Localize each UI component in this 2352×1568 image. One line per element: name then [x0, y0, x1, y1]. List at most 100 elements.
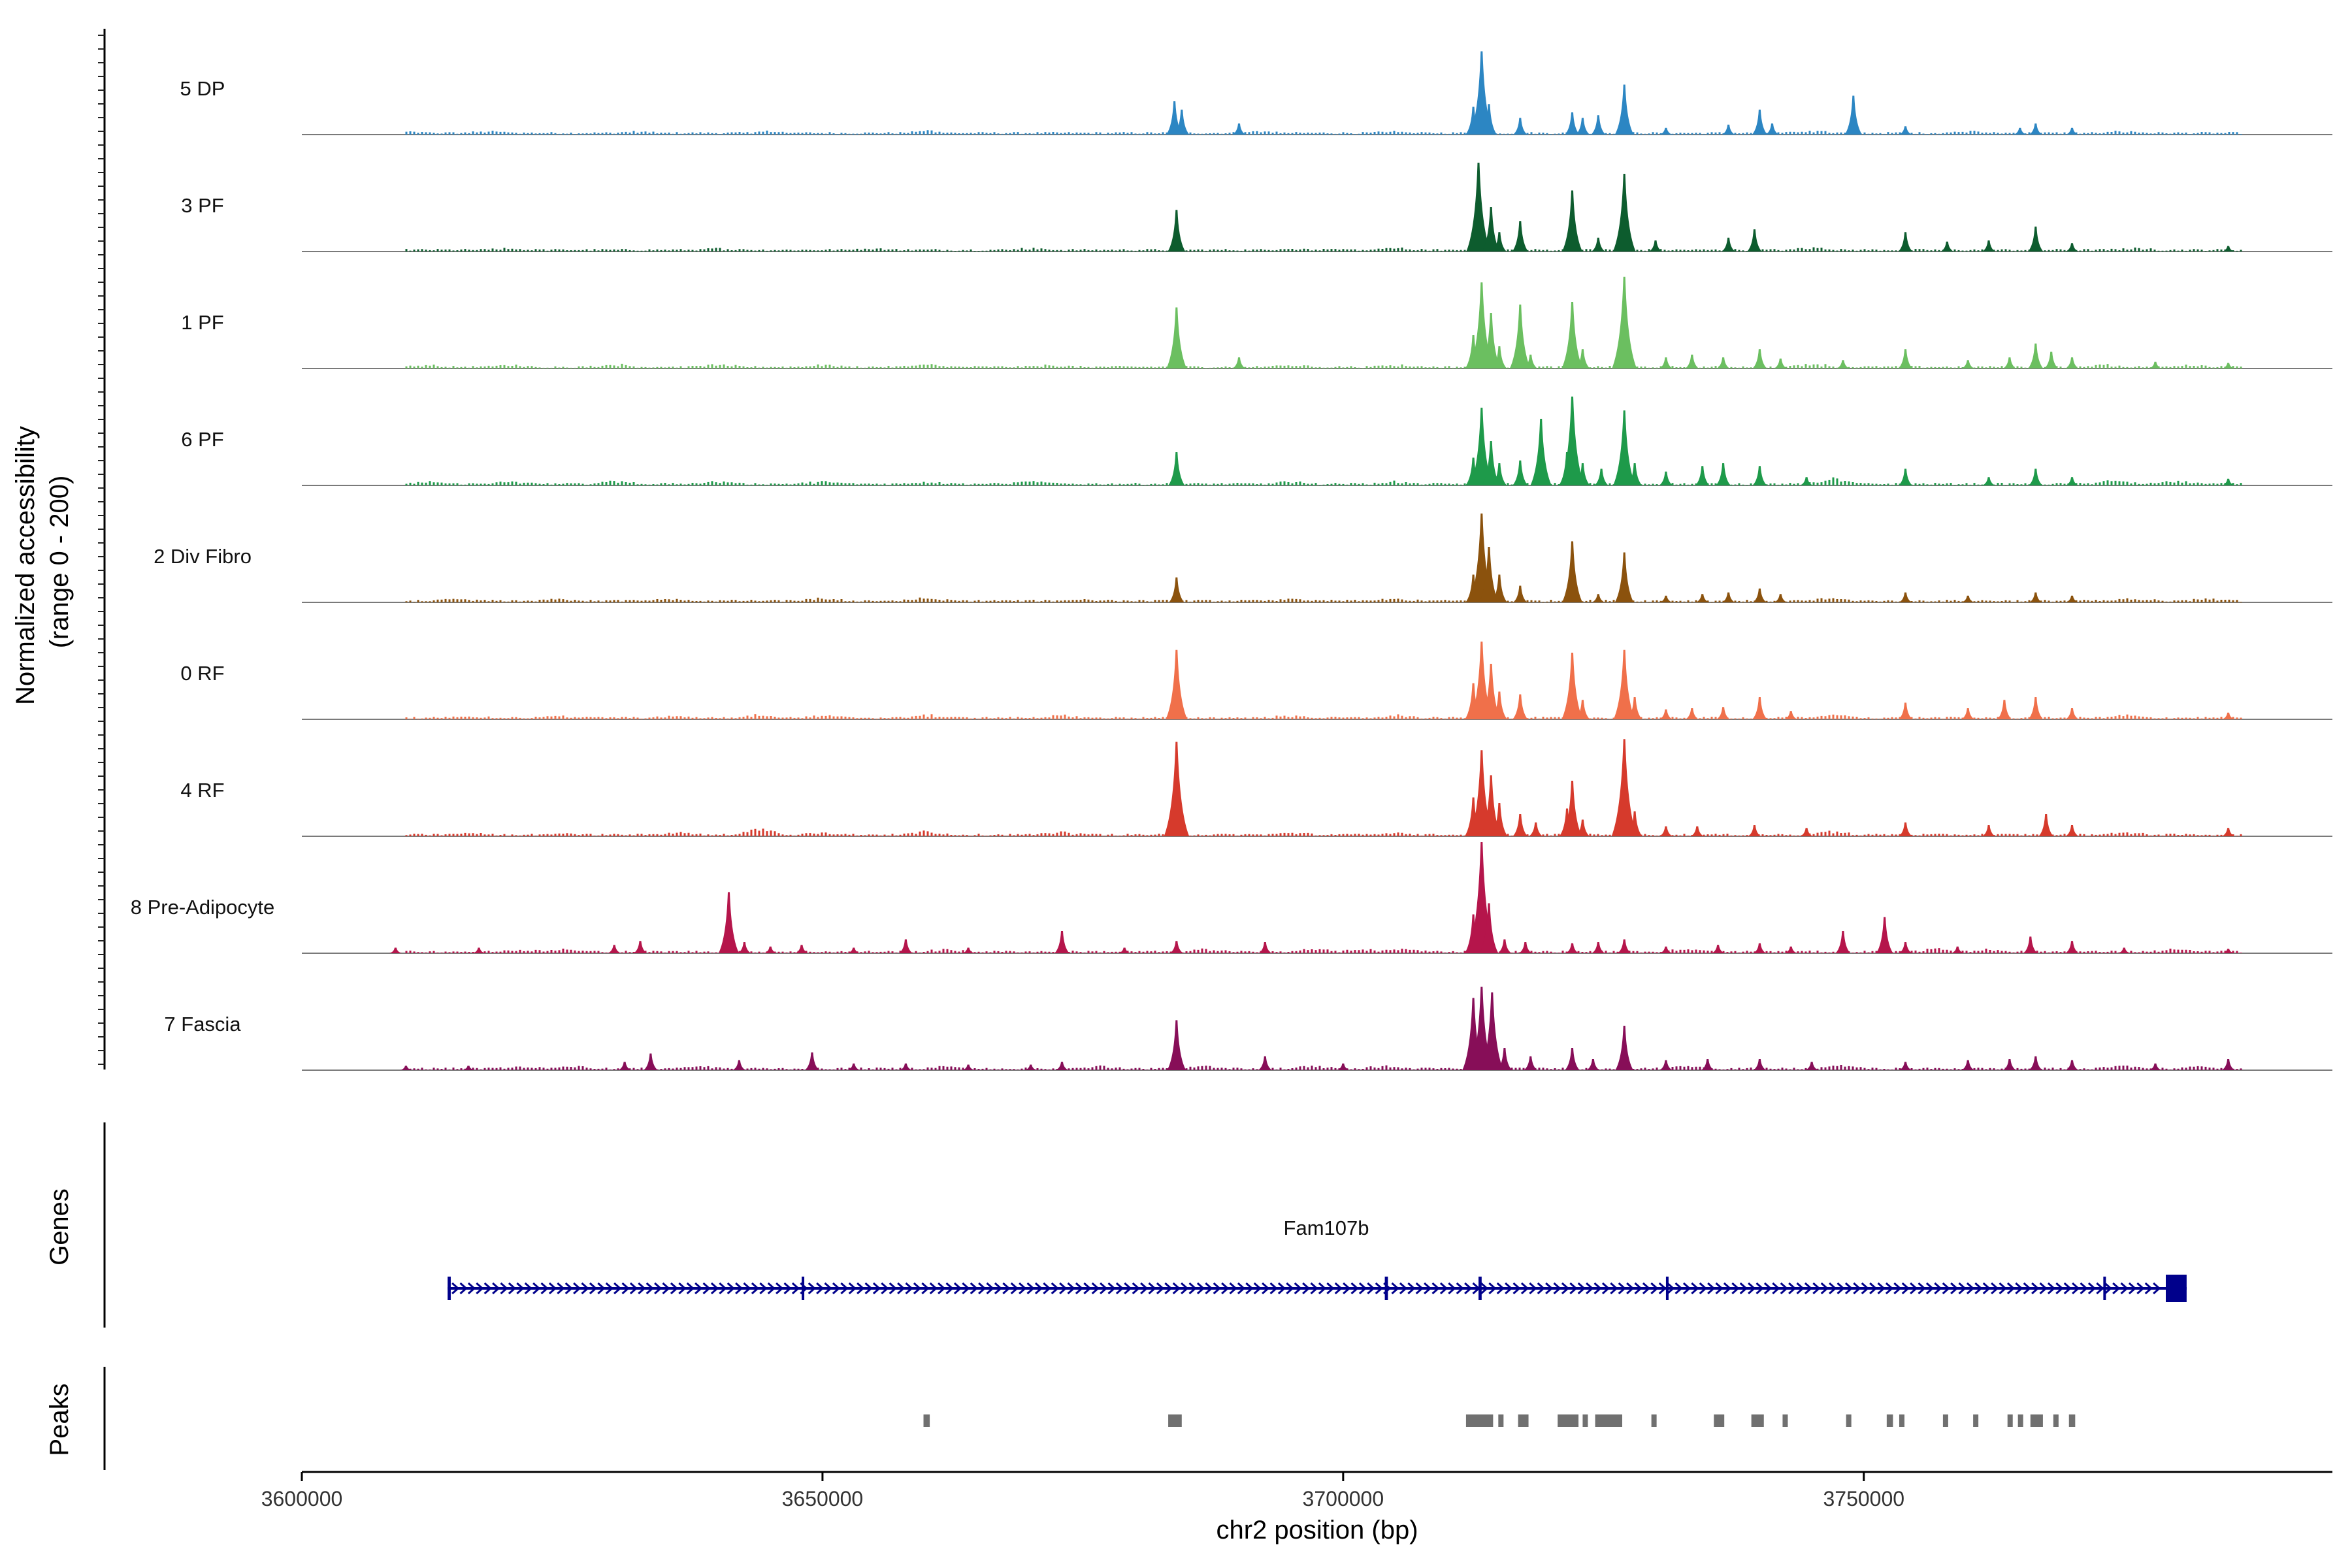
track-6-pf: 6 PF [181, 397, 2332, 486]
x-tick-label: 3650000 [782, 1487, 864, 1511]
y-axis-title: Normalized accessibility (range 0 - 200) [11, 419, 74, 705]
peak-mark [1784, 946, 1797, 953]
peaks-track-title: Peaks [45, 1383, 74, 1456]
peak-mark [1481, 313, 1501, 368]
peak-mark [1899, 822, 1912, 836]
peak-mark [1899, 1062, 1912, 1070]
peak-mark [795, 945, 808, 953]
peak-mark [1491, 691, 1507, 719]
peak-mark [1659, 357, 1673, 368]
peak-mark [633, 941, 647, 953]
peak-mark [2221, 1059, 2235, 1070]
peak-mark [1627, 463, 1642, 485]
peak-mark [1592, 942, 1605, 953]
peak-region [1846, 1414, 1852, 1427]
peak-mark [1711, 945, 1725, 953]
peak-mark [1899, 126, 1912, 135]
peak-mark [1615, 1026, 1633, 1070]
peak-mark [1613, 649, 1635, 719]
peak-mark [1961, 708, 1975, 719]
peak-mark [2028, 226, 2044, 252]
peak-mark [2221, 828, 2235, 836]
peak-mark [2065, 708, 2079, 719]
peak-mark [1752, 109, 1768, 135]
peak-mark [1491, 574, 1507, 602]
peak-mark [2149, 1063, 2162, 1070]
peak-mark [718, 892, 740, 953]
peak-mark [608, 945, 621, 953]
peak-mark [1232, 123, 1246, 135]
peak-mark [2023, 936, 2038, 953]
gene-exon [1384, 1277, 1388, 1300]
peak-mark [1690, 826, 1704, 836]
peak-mark [1659, 595, 1673, 602]
peak-mark [644, 1053, 658, 1070]
peak-mark [1752, 466, 1767, 485]
peak-mark [1961, 360, 1975, 368]
peak-mark [1613, 410, 1636, 485]
peak-mark [847, 1063, 860, 1070]
peak-mark [1492, 346, 1507, 368]
peak-mark [1169, 577, 1184, 602]
peak-mark [1611, 739, 1637, 836]
peak-mark [1961, 1060, 1975, 1070]
peak-mark [1627, 811, 1642, 836]
peak-mark [1512, 460, 1528, 485]
peak-mark [1512, 814, 1528, 836]
peak-region [1714, 1414, 1725, 1427]
peak-mark [1753, 943, 1767, 953]
peak-mark [1166, 649, 1188, 719]
peak-mark [1800, 828, 1813, 836]
peak-mark [1594, 468, 1609, 485]
track-1-pf: 1 PF [181, 276, 2332, 369]
x-tick-label: 3700000 [1303, 1487, 1384, 1511]
peak-mark [1512, 221, 1529, 252]
peak-mark [1951, 946, 1964, 953]
x-tick-label: 3750000 [1823, 1487, 1904, 1511]
x-axis-ticks: 3600000 3650000 3700000 3750000 [261, 1472, 1904, 1511]
track-label: 0 RF [180, 662, 224, 685]
peak-mark [1659, 709, 1673, 719]
peak-mark [1480, 775, 1501, 836]
peak-mark [1480, 104, 1497, 135]
peak-mark [2014, 127, 2027, 135]
peak-mark [1466, 163, 1491, 252]
peak-mark [1482, 207, 1500, 252]
track-label: 2 Div Fibro [154, 545, 252, 568]
peak-mark [2222, 949, 2235, 953]
peak-mark [2065, 595, 2079, 602]
peak-region [1595, 1414, 1622, 1427]
gene-label-fam107b: Fam107b [1284, 1217, 1369, 1239]
y-axis-title-line1: Normalized accessibility [11, 426, 40, 705]
peak-mark [1479, 903, 1499, 953]
track-2-div-fibro: 2 Div Fibro [154, 514, 2332, 603]
peak-mark [2029, 123, 2042, 135]
peak-mark [1164, 742, 1190, 836]
peak-mark [2038, 814, 2054, 836]
peak-mark [1701, 1059, 1714, 1070]
peak-mark [1876, 917, 1893, 953]
peak-region [2017, 1414, 2023, 1427]
peak-region [2030, 1414, 2043, 1427]
peak-mark [1940, 241, 1954, 252]
peak-mark [1961, 595, 1974, 602]
peak-region [1498, 1414, 1504, 1427]
peak-mark [389, 947, 402, 953]
peak-mark [1659, 1060, 1673, 1070]
peak-mark [1513, 585, 1527, 602]
peak-regions [923, 1414, 2076, 1427]
peak-mark [1774, 358, 1788, 368]
peak-mark [898, 939, 913, 953]
peak-mark [1575, 463, 1590, 485]
peak-mark [2065, 243, 2079, 252]
peak-mark [2065, 477, 2079, 485]
peak-region [2007, 1414, 2013, 1427]
peak-mark [1722, 237, 1736, 252]
peak-mark [1561, 541, 1583, 602]
peak-mark [399, 1066, 412, 1070]
peak-mark [2222, 246, 2235, 252]
peak-mark [738, 942, 751, 953]
peak-region [1899, 1414, 1904, 1427]
peak-mark [1695, 594, 1709, 602]
peak-mark [1659, 471, 1673, 485]
